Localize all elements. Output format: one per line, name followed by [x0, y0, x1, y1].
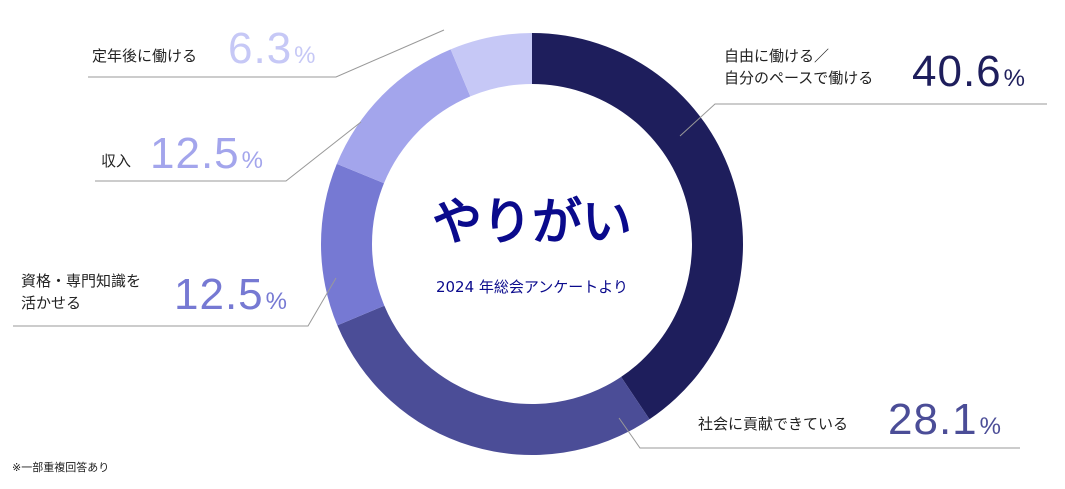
- slice-label-2-line1: 資格・専門知識を: [21, 272, 142, 290]
- slice-value-0: 40.6%: [912, 47, 1026, 96]
- slice-value-1: 28.1%: [888, 395, 1002, 444]
- slice-label-2: 資格・専門知識を 活かせる: [21, 270, 141, 314]
- slice-value-3: 12.5%: [150, 129, 264, 178]
- slice-label-2-line2: 活かせる: [21, 294, 82, 312]
- leader-line-1: [618, 417, 1020, 449]
- leader-line-2: [13, 277, 337, 327]
- slice-label-0-line2: 自分のペースで働ける: [724, 69, 874, 87]
- slice-value-2: 12.5%: [174, 270, 288, 319]
- footnote: ※一部重複回答あり: [12, 461, 110, 474]
- donut-slice-2: [321, 163, 385, 326]
- donut-slice-0: [532, 33, 743, 420]
- leader-line-0: [679, 103, 1047, 137]
- slice-label-0-line1: 自由に働ける／: [724, 47, 830, 65]
- slice-label-3: 収入: [101, 152, 132, 170]
- donut-slice-4: [450, 33, 532, 97]
- slice-value-4: 6.3%: [228, 24, 317, 73]
- slice-label-0: 自由に働ける／ 自分のペースで働ける: [724, 45, 873, 89]
- chart-subtitle: 2024 年総会アンケートより: [435, 278, 629, 296]
- slice-label-1: 社会に貢献できている: [698, 415, 849, 433]
- donut-slice-1: [337, 305, 650, 455]
- donut-slice-3: [336, 49, 471, 184]
- leader-line-3: [95, 121, 362, 182]
- leader-line-4: [88, 29, 445, 78]
- chart-title: やりがい: [432, 193, 632, 251]
- slice-label-4: 定年後に働ける: [92, 47, 198, 65]
